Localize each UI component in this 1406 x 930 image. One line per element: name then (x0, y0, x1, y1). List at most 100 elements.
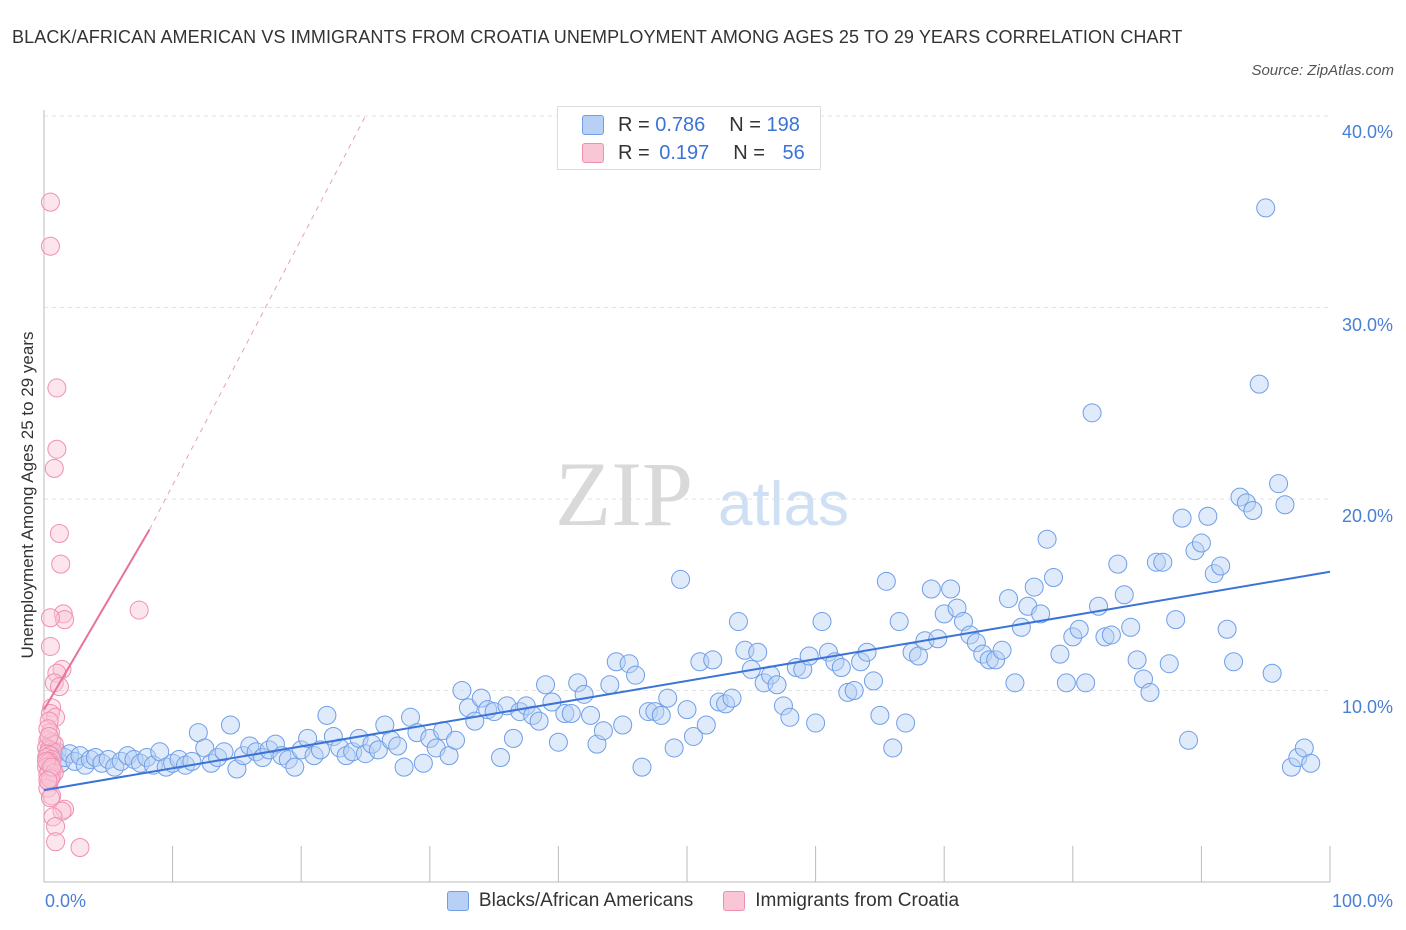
data-point (1275, 495, 1295, 515)
data-point (677, 700, 697, 720)
r-value: 0.786 (655, 113, 706, 136)
data-point (1050, 644, 1070, 664)
trend-line-croatia-extension (149, 115, 366, 530)
data-point (413, 753, 433, 773)
data-point (1288, 748, 1308, 768)
data-point (683, 726, 703, 746)
data-point (876, 571, 896, 591)
data-point (471, 688, 491, 708)
data-point (703, 650, 723, 670)
data-point (1146, 552, 1166, 572)
data-point (310, 740, 330, 760)
data-point (278, 749, 298, 769)
data-point (368, 740, 388, 760)
data-point (1031, 604, 1051, 624)
data-point (1037, 529, 1057, 549)
data-point (1198, 506, 1218, 526)
trend-lines (43, 115, 1331, 792)
data-point (75, 755, 95, 775)
data-point (568, 673, 588, 693)
data-point (503, 728, 523, 748)
data-point (851, 652, 871, 672)
data-point (1191, 533, 1211, 553)
data-point (934, 604, 954, 624)
data-point (696, 715, 716, 735)
series-croatia-points (37, 192, 149, 858)
x-axis-ticks (172, 846, 1331, 882)
data-point (600, 675, 620, 695)
data-point (452, 681, 472, 700)
data-point (1204, 564, 1224, 584)
data-point (863, 671, 883, 691)
y-tick-label: 40.0% (1341, 122, 1393, 142)
data-point (999, 589, 1018, 609)
data-point (47, 378, 67, 398)
data-point (55, 610, 75, 630)
data-point (812, 612, 832, 632)
data-point (38, 719, 58, 739)
data-point (40, 192, 60, 212)
y-tick-label: 30.0% (1341, 315, 1393, 335)
legend-item-blacks[interactable]: Blacks/African Americans (446, 890, 694, 912)
data-point (1236, 493, 1256, 513)
data-point (941, 579, 961, 599)
data-point (49, 523, 69, 543)
data-point (491, 748, 511, 768)
data-point (838, 682, 858, 702)
r-value: 0.197 (659, 141, 710, 164)
data-point (1011, 617, 1031, 637)
data-point (1101, 625, 1121, 645)
data-point (317, 705, 337, 725)
data-point (889, 612, 909, 632)
data-point (574, 684, 594, 704)
r-label: R = (618, 141, 650, 164)
data-point (1108, 554, 1128, 574)
data-point (1185, 541, 1205, 561)
watermark-zip: ZIP (555, 443, 693, 545)
data-point (619, 654, 639, 674)
data-point (40, 608, 60, 628)
data-point (1301, 753, 1321, 773)
data-point (870, 705, 890, 725)
data-point (214, 742, 234, 762)
data-point (46, 832, 66, 852)
data-point (1140, 682, 1160, 702)
data-point (979, 650, 999, 670)
data-point (966, 633, 986, 653)
data-point (626, 665, 646, 685)
data-point (896, 713, 916, 733)
legend-label: Blacks/African Americans (478, 890, 694, 911)
data-point (1005, 673, 1025, 693)
legend: Blacks/African Americans Immigrants from… (0, 890, 1406, 912)
data-point (1243, 500, 1263, 520)
data-point (44, 458, 64, 478)
data-point (1121, 617, 1141, 637)
data-point (1224, 652, 1244, 672)
data-point (40, 703, 60, 723)
data-point (285, 757, 305, 777)
data-point (40, 236, 60, 256)
data-point (298, 728, 318, 748)
data-point (65, 751, 85, 771)
legend-swatch-pink (723, 891, 746, 911)
data-point (356, 744, 375, 764)
data-point (1044, 568, 1064, 588)
data-point (47, 439, 67, 459)
data-point (921, 579, 941, 599)
data-point (1056, 673, 1076, 693)
data-point (70, 838, 90, 858)
data-point (55, 799, 75, 819)
y-tick-label: 10.0% (1341, 697, 1393, 717)
legend-item-croatia[interactable]: Immigrants from Croatia (723, 890, 959, 912)
data-point (265, 734, 285, 754)
data-point (46, 816, 66, 836)
data-point (709, 692, 729, 712)
data-point (671, 569, 691, 589)
data-point (220, 715, 240, 735)
stats-box: R = 0.786 N = 198 R = 0.197 N = 56 (557, 106, 821, 170)
data-point (1256, 198, 1276, 218)
x-tick-label-min: 0.0% (45, 891, 87, 911)
data-point (728, 612, 748, 632)
n-value: 198 (766, 113, 800, 136)
